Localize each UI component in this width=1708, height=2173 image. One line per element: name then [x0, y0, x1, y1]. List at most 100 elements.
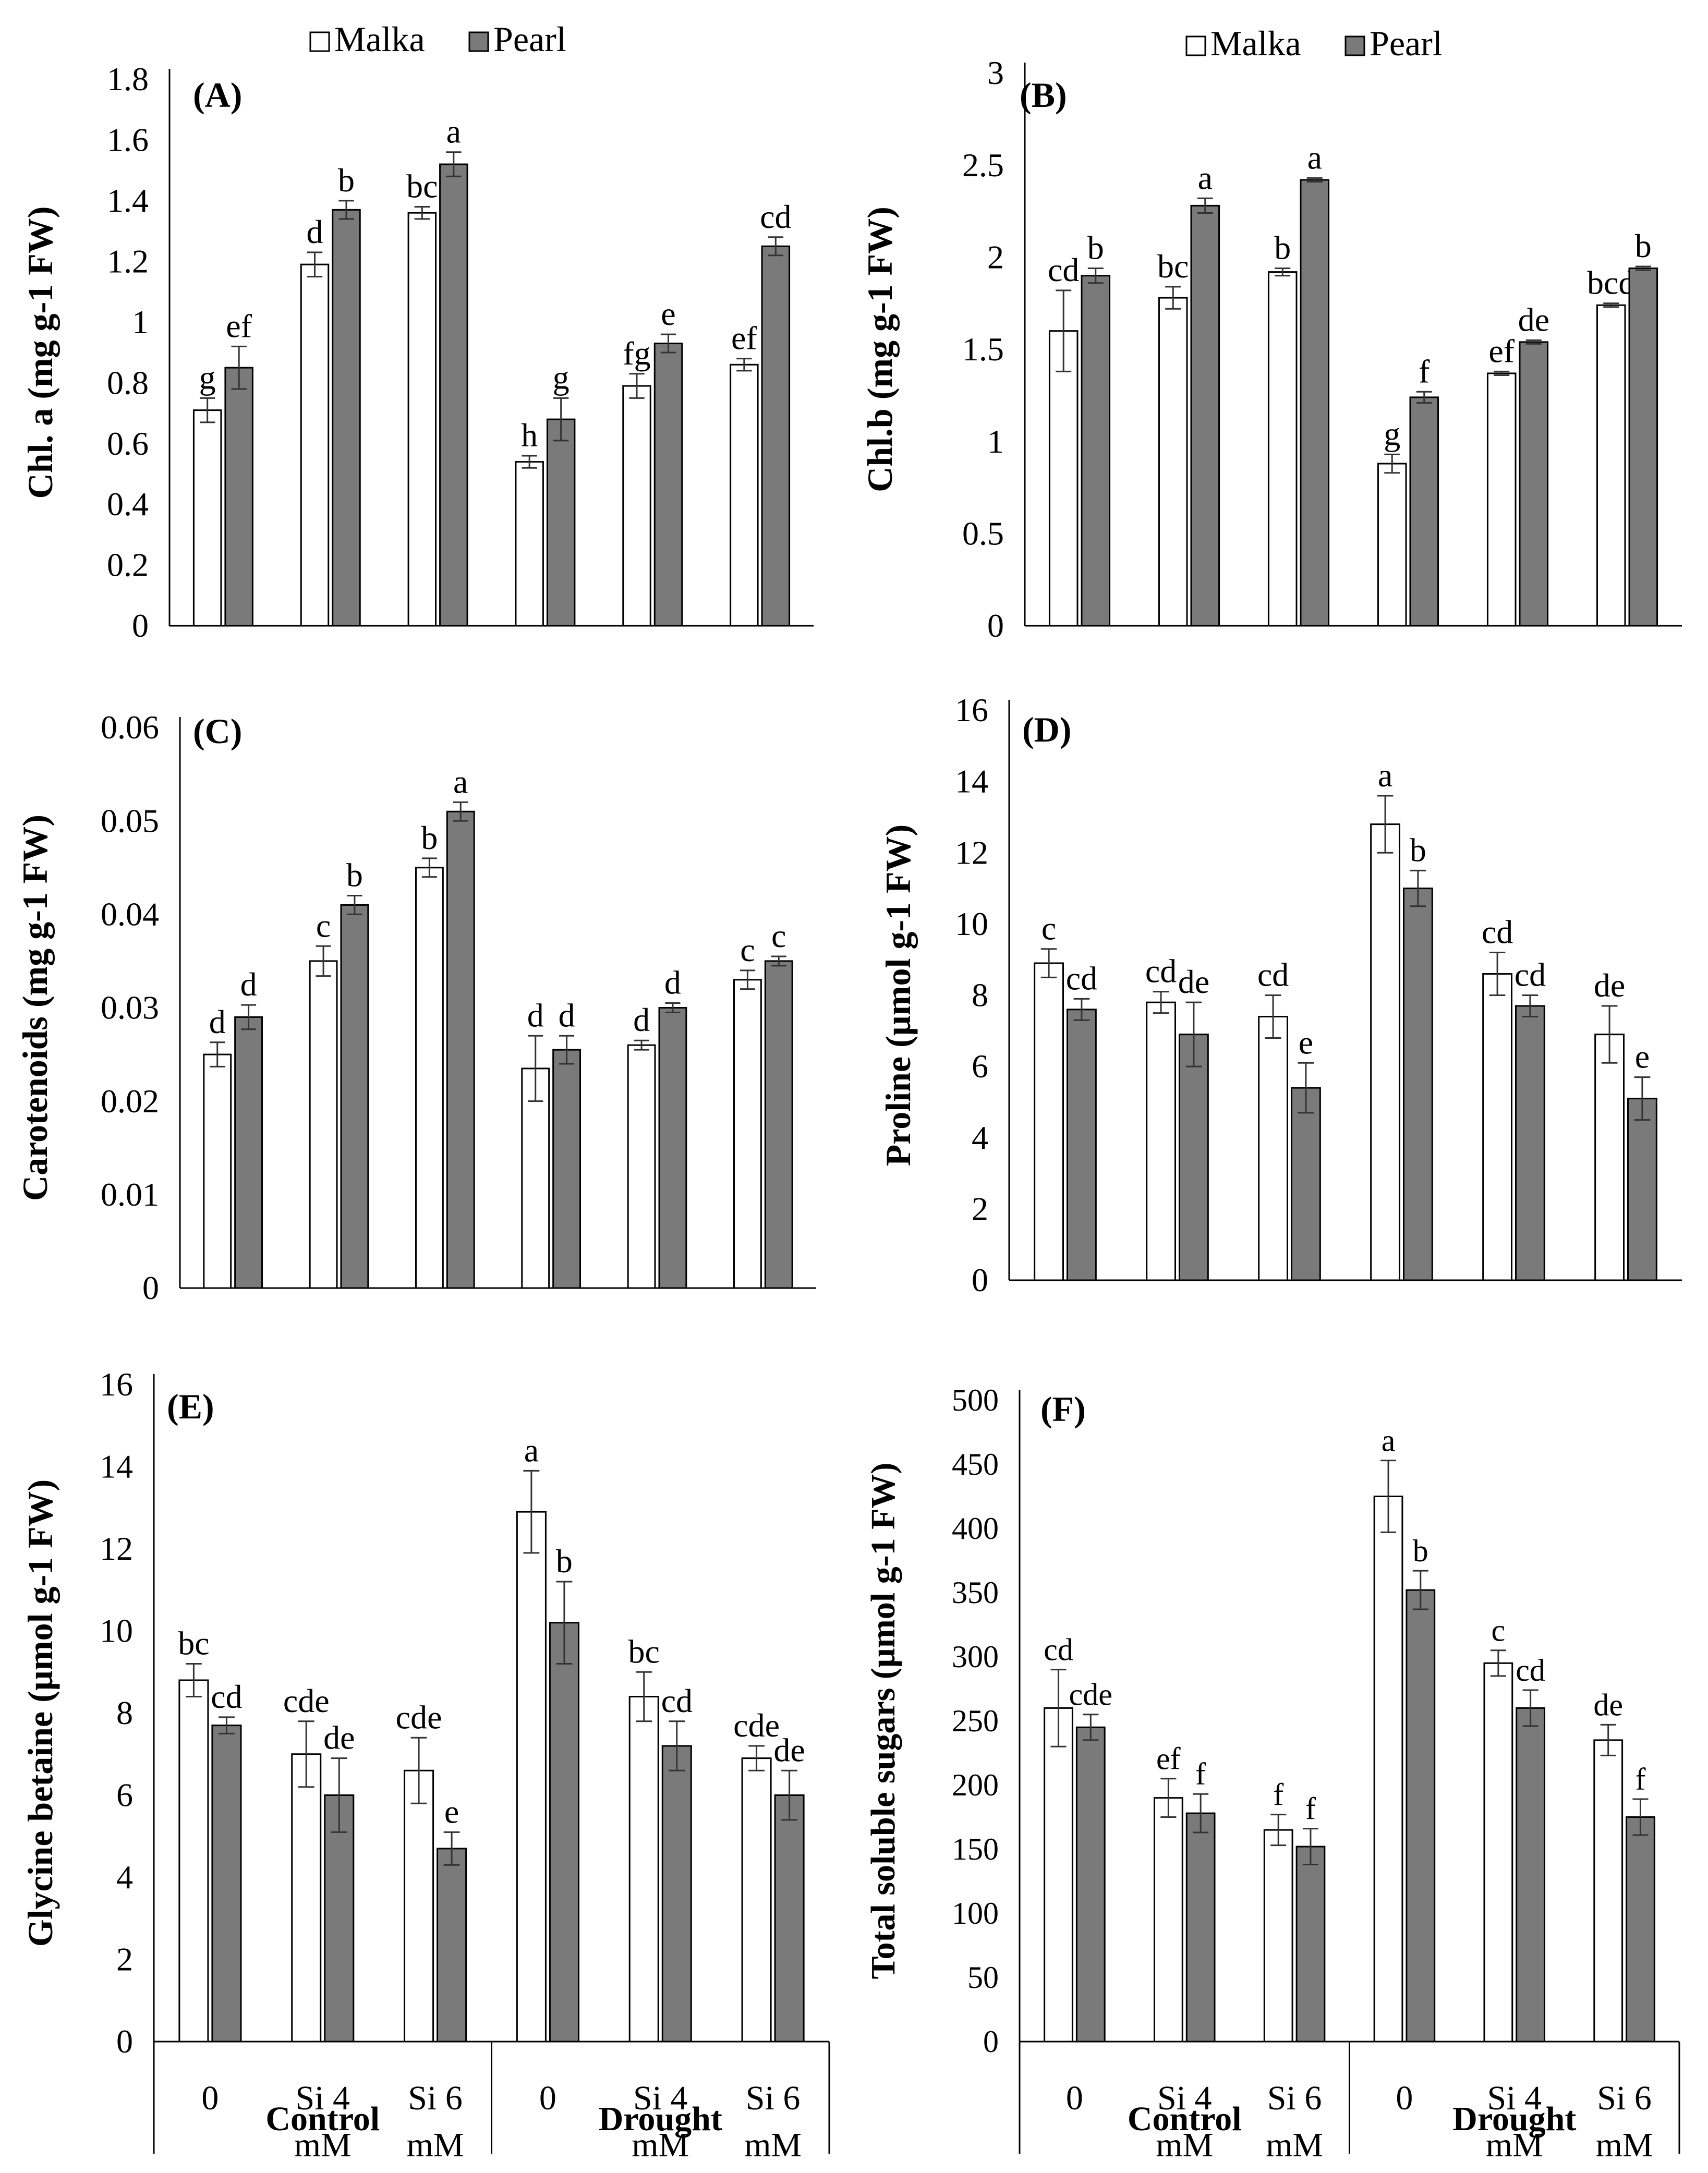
bar-malka: [1482, 973, 1513, 1281]
bar-pearl: [774, 1794, 805, 2043]
bar-malka: [1044, 1707, 1073, 2043]
y-tick-label: 0.05: [101, 802, 159, 839]
y-tick-label: 1: [987, 423, 1004, 460]
legend-label: Pearl: [1370, 23, 1443, 63]
y-tick-label: 0.4: [107, 485, 149, 523]
x-tick-label: mM: [1596, 2126, 1653, 2164]
significance-letter: b: [346, 857, 363, 894]
bar-malka: [178, 1679, 209, 2043]
significance-letter: b: [556, 1543, 573, 1580]
panel-tag: (E): [167, 1387, 214, 1426]
panel-tag: (D): [1022, 710, 1071, 749]
significance-letter: d: [633, 1001, 650, 1038]
panel-0: 0 0.2 0.4 0.6 0.8 1 1.2 1.4 1.6 1.8 Chl. a (mg g-1…: [20, 19, 814, 644]
y-tick-label: 14: [955, 763, 988, 800]
y-tick-label: 1.6: [107, 122, 149, 159]
significance-letter: c: [740, 931, 755, 968]
x-tick-label: 0: [201, 2079, 219, 2117]
y-tick-label: 12: [955, 834, 988, 871]
y-tick-label: 0.02: [101, 1083, 159, 1120]
legend-label: Pearl: [493, 19, 566, 59]
bar-malka: [415, 867, 444, 1289]
bar-malka: [515, 461, 544, 627]
significance-letter: bc: [406, 168, 438, 205]
significance-letter: b: [1087, 229, 1104, 266]
bar-malka: [741, 1757, 772, 2043]
panel-4: 0 2 4 6 8 10 12 14 16 Glycine betaine (µmol g-1 F…: [20, 1366, 830, 2164]
y-tick-label: 0.03: [101, 989, 159, 1026]
bar-pearl: [1626, 1816, 1655, 2043]
significance-letter: c: [316, 907, 331, 944]
bar-malka: [521, 1067, 550, 1289]
significance-letter: e: [1299, 1024, 1313, 1061]
bar-pearl: [1406, 1589, 1436, 2043]
legend-swatch: [1185, 35, 1206, 56]
x-tick-label: Si 4: [1157, 2079, 1212, 2117]
group-label: Drought: [599, 2100, 722, 2138]
y-tick-label: 4: [972, 1119, 988, 1156]
y-tick-label: 1.8: [107, 60, 149, 98]
bar-pearl: [1081, 275, 1111, 627]
y-tick-label: 10: [955, 905, 988, 942]
bar-pearl: [1295, 1846, 1326, 2043]
bar-pearl: [1291, 1087, 1321, 1281]
bar-malka: [203, 1053, 232, 1289]
significance-letter: d: [240, 966, 257, 1003]
significance-letter: cd: [661, 1682, 693, 1719]
y-tick-label: 0.01: [101, 1176, 159, 1213]
significance-letter: g: [553, 359, 570, 396]
bar-malka: [516, 1511, 547, 2043]
significance-letter: cd: [1515, 956, 1546, 993]
bar-pearl: [439, 163, 468, 627]
significance-letter: h: [521, 417, 538, 454]
significance-letter: de: [323, 1719, 355, 1756]
significance-letter: cd: [1066, 960, 1097, 997]
x-tick-label: mM: [1266, 2126, 1323, 2164]
bar-malka: [192, 409, 222, 627]
significance-letter: b: [1635, 227, 1652, 264]
bar-malka: [1373, 1496, 1403, 2043]
x-tick-label: Si 6: [1597, 2079, 1652, 2117]
y-tick-label: 0.2: [107, 547, 149, 584]
significance-letter: de: [773, 1731, 805, 1768]
y-tick-label: 0.04: [101, 895, 159, 932]
bar-pearl: [437, 1848, 467, 2043]
bar-malka: [1486, 372, 1517, 627]
significance-letter: b: [1274, 229, 1291, 266]
bar-pearl: [761, 245, 791, 627]
significance-letter: bcd: [1587, 264, 1635, 301]
bar-malka: [1034, 962, 1064, 1281]
group-label: Control: [1128, 2100, 1242, 2138]
significance-letter: de: [1518, 301, 1549, 338]
significance-letter: g: [1384, 415, 1400, 452]
bar-malka: [1258, 1015, 1289, 1281]
significance-letter: d: [307, 213, 323, 250]
bar-malka: [627, 1044, 656, 1289]
y-tick-label: 0.6: [107, 425, 149, 462]
bar-pearl: [1185, 1812, 1216, 2043]
panel-tag: (C): [193, 711, 242, 751]
y-tick-label: 0: [116, 2023, 133, 2060]
bar-pearl: [1519, 341, 1549, 627]
bar-malka: [1483, 1662, 1513, 2043]
significance-letter: a: [524, 1431, 539, 1468]
significance-letter: ef: [1156, 1742, 1181, 1776]
y-tick-label: 50: [967, 1960, 999, 1995]
legend-swatch: [1344, 35, 1365, 56]
significance-letter: d: [664, 964, 681, 1001]
x-tick-label: mM: [744, 2126, 802, 2164]
significance-letter: d: [527, 997, 544, 1034]
significance-letter: a: [453, 763, 468, 800]
significance-letter: ef: [1488, 332, 1515, 369]
y-axis-label: Chl. a (mg g-1 FW): [20, 207, 60, 499]
significance-letter: c: [1041, 910, 1056, 947]
significance-letter: f: [1195, 1757, 1206, 1791]
bar-pearl: [1627, 1098, 1657, 1281]
bar-malka: [300, 263, 330, 627]
x-tick-label: mM: [632, 2126, 689, 2164]
significance-letter: de: [1593, 1688, 1623, 1722]
y-tick-label: 14: [100, 1448, 133, 1485]
y-tick-label: 6: [972, 1048, 988, 1085]
